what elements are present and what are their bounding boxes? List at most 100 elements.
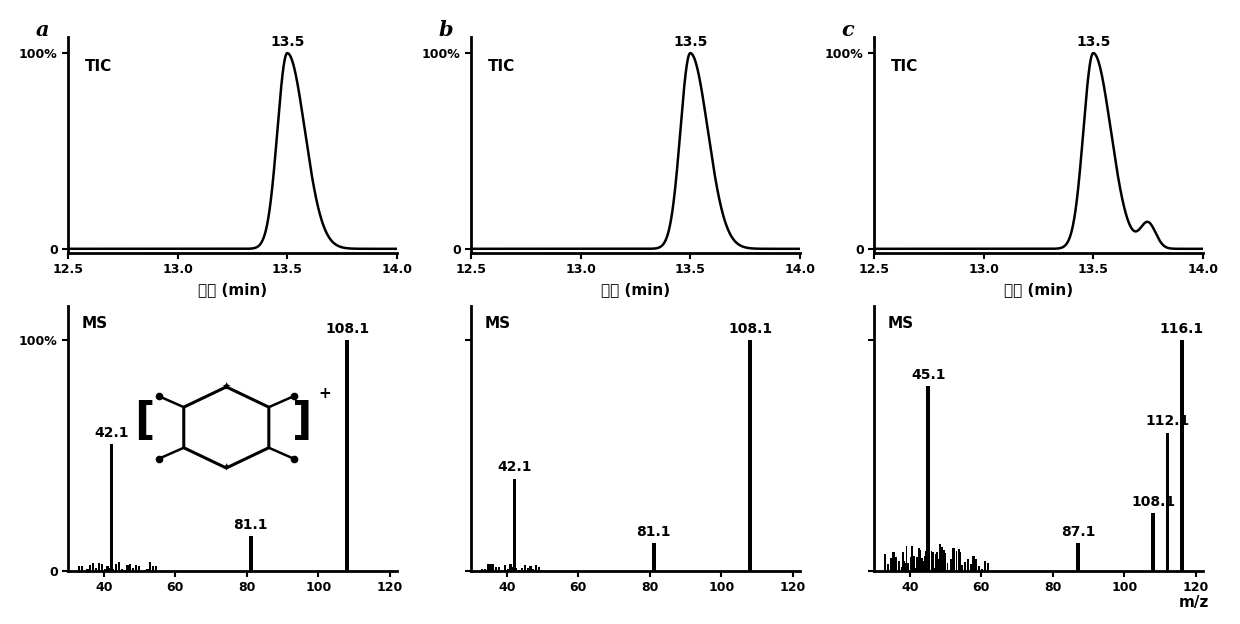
Bar xyxy=(976,559,977,571)
Bar xyxy=(959,549,960,571)
Bar xyxy=(926,566,929,571)
Bar xyxy=(926,386,930,571)
Bar xyxy=(921,558,923,571)
Bar xyxy=(967,559,968,571)
Bar xyxy=(924,561,925,571)
Bar xyxy=(944,550,945,571)
Bar xyxy=(905,546,908,571)
Bar xyxy=(126,565,129,571)
X-axis label: 时间 (min): 时间 (min) xyxy=(601,281,670,296)
Bar xyxy=(129,564,131,571)
Text: 116.1: 116.1 xyxy=(1159,322,1204,336)
Bar xyxy=(92,563,94,571)
Bar xyxy=(1166,432,1169,571)
Bar xyxy=(904,563,906,571)
Bar xyxy=(910,557,911,571)
Bar xyxy=(916,557,918,571)
Bar xyxy=(949,570,950,571)
Bar xyxy=(112,569,114,571)
Text: 81.1: 81.1 xyxy=(233,518,268,532)
Bar xyxy=(109,568,112,571)
Text: 81.1: 81.1 xyxy=(636,525,671,539)
Text: 13.5: 13.5 xyxy=(1076,35,1111,49)
Text: b: b xyxy=(439,20,453,40)
Bar xyxy=(925,551,926,571)
Bar xyxy=(956,551,957,571)
Bar xyxy=(932,568,935,571)
Bar xyxy=(529,566,532,571)
Bar xyxy=(940,544,941,571)
Bar xyxy=(100,564,103,571)
Bar xyxy=(952,548,955,571)
Bar xyxy=(895,557,898,571)
Bar xyxy=(937,563,939,571)
Bar xyxy=(481,570,484,571)
Bar xyxy=(941,547,942,571)
Bar xyxy=(527,568,528,571)
X-axis label: 时间 (min): 时间 (min) xyxy=(198,281,267,296)
Bar xyxy=(972,555,975,571)
Bar xyxy=(932,552,934,571)
Bar xyxy=(887,565,889,571)
Bar xyxy=(510,564,512,571)
Bar xyxy=(538,567,541,571)
Text: 42.1: 42.1 xyxy=(94,426,129,439)
Bar xyxy=(954,567,955,571)
Bar xyxy=(961,570,963,571)
Text: 108.1: 108.1 xyxy=(325,322,370,336)
Bar xyxy=(541,570,543,571)
Bar xyxy=(946,563,949,571)
Bar xyxy=(939,558,940,571)
Bar xyxy=(884,553,887,571)
Bar xyxy=(346,340,348,571)
Bar xyxy=(915,568,918,571)
Text: 108.1: 108.1 xyxy=(728,322,773,336)
Text: 13.5: 13.5 xyxy=(270,35,305,49)
Bar xyxy=(521,568,523,571)
Bar xyxy=(961,565,962,571)
Text: TIC: TIC xyxy=(890,59,918,74)
Bar xyxy=(249,537,253,571)
Text: +: + xyxy=(319,386,331,401)
Bar xyxy=(906,564,909,571)
Bar xyxy=(484,569,486,571)
Bar xyxy=(749,340,751,571)
Text: ✦: ✦ xyxy=(222,463,231,473)
Bar xyxy=(901,552,904,571)
Text: c: c xyxy=(841,20,854,40)
Text: MS: MS xyxy=(888,316,914,331)
Bar xyxy=(133,568,134,571)
Bar xyxy=(104,569,105,571)
Bar xyxy=(930,551,932,571)
Bar xyxy=(921,562,924,571)
Bar xyxy=(98,563,100,571)
Bar xyxy=(935,554,937,571)
Text: MS: MS xyxy=(485,316,511,331)
Bar xyxy=(512,567,515,571)
Text: 112.1: 112.1 xyxy=(1146,414,1189,428)
Bar xyxy=(144,570,146,571)
Text: [: [ xyxy=(134,400,155,442)
Bar xyxy=(983,561,986,571)
Bar xyxy=(893,552,894,571)
Bar xyxy=(492,564,495,571)
Bar xyxy=(95,568,97,571)
Bar xyxy=(959,552,961,571)
Bar xyxy=(109,444,113,571)
Bar xyxy=(507,569,508,571)
Bar xyxy=(941,569,944,571)
Text: 87.1: 87.1 xyxy=(1061,525,1095,539)
Bar xyxy=(81,566,83,571)
Bar xyxy=(146,569,149,571)
Bar xyxy=(908,563,909,571)
Bar xyxy=(652,544,656,571)
Bar xyxy=(950,558,952,571)
Bar xyxy=(909,570,910,571)
Text: m/z: m/z xyxy=(1179,595,1209,610)
Bar xyxy=(963,562,966,571)
Bar xyxy=(929,554,930,571)
Bar xyxy=(946,570,949,571)
Bar xyxy=(498,567,500,571)
Bar xyxy=(1152,514,1154,571)
Bar xyxy=(952,548,954,571)
